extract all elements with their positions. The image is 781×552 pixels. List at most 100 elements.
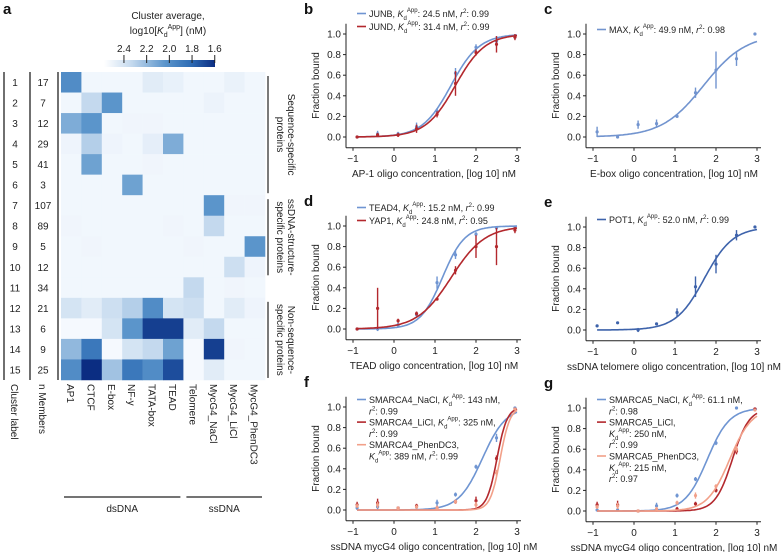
heatmap-cell — [122, 174, 143, 196]
heatmap-cell — [101, 236, 123, 258]
data-point — [494, 456, 499, 461]
heatmap-cell — [142, 318, 164, 340]
heatmap-cell — [224, 215, 245, 237]
heatmap-cell — [203, 359, 225, 381]
x-tick-label: −1 — [347, 527, 359, 538]
x-axis-label: AP-1 oligo concentration, [log 10] nM — [352, 169, 516, 180]
data-point — [714, 484, 718, 488]
x-tick-label: 2 — [713, 528, 719, 539]
x-axis-label: ssDNA telomere oligo concentration, [log… — [567, 362, 781, 373]
colorbar-tick-label: 1.6 — [208, 44, 222, 55]
data-point — [513, 228, 517, 232]
y-tick-label: 0.8 — [327, 50, 341, 61]
heatmap-cell — [183, 215, 205, 237]
heatmap-cell — [81, 92, 103, 114]
legend-series-name: SMARCA5_NaCl — [609, 395, 678, 405]
heatmap-cell — [101, 195, 123, 217]
heatmap-cell — [61, 174, 82, 196]
heatmap-cell — [163, 113, 184, 134]
chart-panel-b: b 0.0 0.2 0.4 0.6 0.8 1.0 −1 0 1 2 3 AP-1 oligo conc… — [304, 1, 521, 180]
heatmap-cell — [224, 154, 245, 175]
chart-panel-f: f 0.0 0.2 0.4 0.6 0.8 1.0 −1 0 1 2 3 ssDNA mycG4 oli… — [304, 374, 537, 552]
heatmap-cell — [61, 359, 82, 381]
legend-r2-value: 0.99 — [380, 406, 398, 416]
heatmap-cell — [101, 215, 123, 237]
cluster-label: 11 — [10, 283, 21, 294]
y-axis-label: Fraction bound — [551, 245, 562, 312]
legend-separator: , — [455, 9, 460, 19]
heatmap-cell — [183, 174, 205, 196]
fit-curve-MAX — [597, 40, 758, 138]
legend-entry: MAX, KdApp: 49.9 nM, r2: 0.98 — [609, 24, 725, 38]
r2-symbol: r — [429, 452, 433, 462]
heatmap-cell — [81, 236, 103, 258]
data-point — [513, 35, 517, 39]
data-point — [693, 91, 698, 95]
y-tick-label: 0.2 — [567, 486, 581, 497]
data-point — [654, 504, 659, 508]
legend-separator: , — [493, 418, 496, 428]
heatmap-cell — [122, 338, 143, 360]
data-point — [474, 45, 478, 49]
legend-entry: SMARCA5_LiCl, — [609, 418, 676, 428]
heatmap-cell — [163, 174, 184, 196]
x-tick-label: 0 — [631, 347, 637, 358]
colorbar-tick-label: 2.4 — [117, 44, 131, 55]
colorbar-title-line2: log10[KdApp] (nM) — [130, 24, 206, 39]
legend-separator: , — [461, 203, 466, 213]
fit-curve-JUNB — [357, 34, 518, 138]
x-tick-label: 2 — [473, 154, 479, 165]
legend-entry: KdApp: 389 nM, r2: 0.99 — [369, 451, 458, 465]
y-tick-label: 1.0 — [567, 223, 581, 234]
heatmap-cell — [61, 256, 82, 278]
r2-superscript: 2 — [612, 406, 616, 412]
legend-separator: , — [391, 216, 396, 226]
legend-kd-value: 52.0 nM — [663, 215, 696, 225]
heatmap-cell — [224, 236, 245, 258]
legend-separator: : — [416, 216, 421, 226]
data-point — [355, 504, 359, 508]
heatmap-cell — [81, 256, 103, 278]
data-point — [734, 57, 739, 61]
data-point — [636, 328, 640, 332]
colorbar-tick-label: 2.2 — [140, 44, 154, 55]
legend-separator: , — [629, 25, 634, 35]
n-members-value: 3 — [40, 181, 46, 192]
kd-subscript: d — [402, 223, 405, 229]
data-point — [675, 114, 679, 118]
heatmap-cell — [61, 195, 82, 217]
kd-superscript: App — [643, 24, 654, 30]
binding-curves: b 0.0 0.2 0.4 0.6 0.8 1.0 −1 0 1 2 3 AP-1 oligo conc… — [304, 1, 781, 552]
legend-separator: : — [702, 25, 707, 35]
y-tick-label: 0.0 — [327, 325, 341, 336]
x-tick-label: 0 — [391, 154, 397, 165]
title-k: K — [157, 26, 165, 37]
legend-series-name: POT1 — [609, 215, 633, 225]
x-axis-label: TEAD oligo concentration, [log 10] nM — [350, 361, 518, 372]
legend-entry: r2: 0.97 — [609, 474, 638, 484]
legend-separator: , — [664, 429, 667, 439]
heatmap-cell — [142, 215, 164, 237]
heatmap-cell — [224, 113, 245, 134]
heatmap-cell — [163, 133, 184, 155]
data-point — [494, 471, 499, 475]
legend-separator: , — [393, 9, 398, 19]
cluster-label: 1 — [12, 78, 18, 89]
legend-separator: : — [418, 22, 423, 32]
legend-series-name: JUNB — [369, 9, 393, 19]
legend-series-name: TEAD4 — [369, 203, 398, 213]
legend-separator: , — [424, 452, 429, 462]
data-point — [474, 503, 478, 507]
kd-superscript: App — [407, 8, 418, 14]
legend-kd-value: 24.5 nM — [423, 9, 456, 19]
heatmap-cell — [61, 277, 82, 299]
data-point — [595, 324, 599, 328]
legend-r2-value: 0.99 — [472, 9, 490, 19]
heatmap-cell — [81, 318, 103, 340]
legend-entry: SMARCA4_LiCl, KdApp: 325 nM, — [369, 417, 496, 431]
legend-separator: : — [465, 216, 470, 226]
legend-series-name: YAP1 — [369, 216, 391, 226]
legend-separator: : — [423, 203, 428, 213]
kd-superscript: App — [407, 21, 418, 27]
